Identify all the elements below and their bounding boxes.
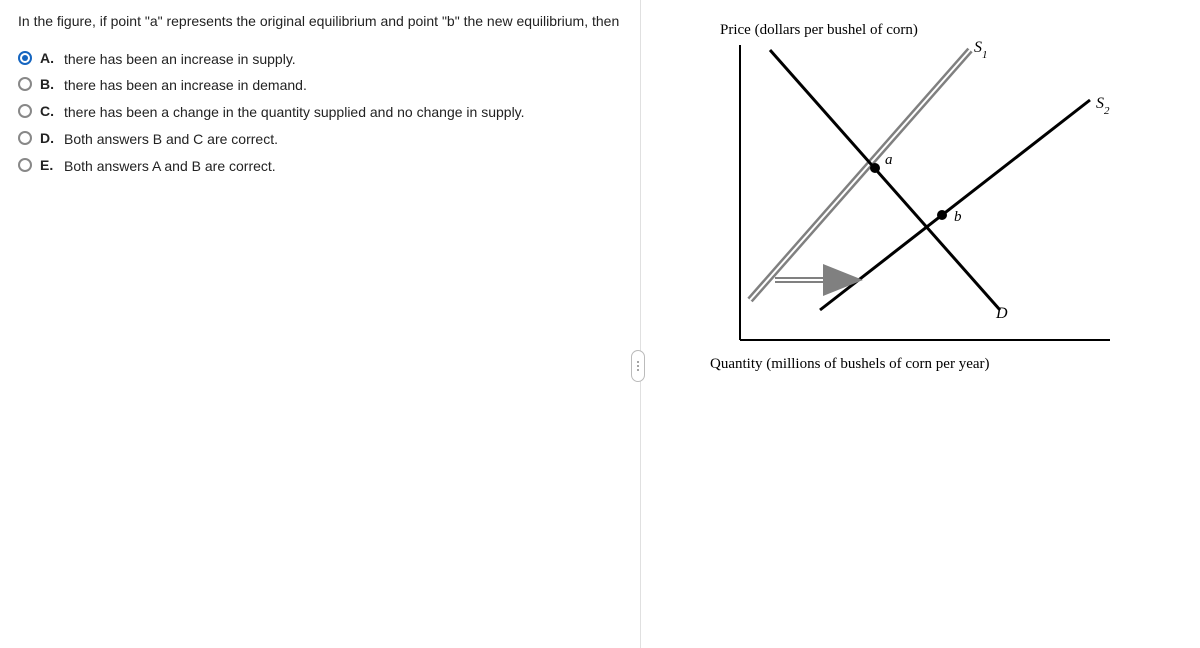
curve-s2: [820, 100, 1090, 310]
option-text: Both answers B and C are correct.: [64, 130, 622, 149]
x-axis-label: Quantity (millions of bushels of corn pe…: [710, 356, 990, 372]
answer-option[interactable]: B. there has been an increase in demand.: [18, 72, 622, 99]
option-text: there has been an increase in supply.: [64, 50, 622, 69]
radio-button[interactable]: [18, 77, 32, 91]
answer-option[interactable]: C. there has been a change in the quantit…: [18, 99, 622, 126]
answer-option[interactable]: D. Both answers B and C are correct.: [18, 126, 622, 153]
label-d: D: [995, 305, 1008, 322]
point-label-a: a: [885, 152, 893, 168]
option-letter: B.: [40, 76, 56, 92]
label-s2: S2: [1096, 95, 1110, 117]
radio-button[interactable]: [18, 131, 32, 145]
chart-svg: Price (dollars per bushel of corn) S1 S2 Da…: [680, 20, 1160, 390]
figure-panel: Price (dollars per bushel of corn) S1 S2 Da…: [640, 0, 1200, 648]
option-letter: E.: [40, 157, 56, 173]
question-panel: In the figure, if point "a" represents t…: [0, 0, 640, 648]
radio-button[interactable]: [18, 158, 32, 172]
option-text: Both answers A and B are correct.: [64, 157, 622, 176]
answer-option[interactable]: A. there has been an increase in supply.: [18, 46, 622, 73]
supply-demand-chart: Price (dollars per bushel of corn) S1 S2 Da…: [680, 20, 1160, 380]
panel-divider: [640, 0, 641, 648]
point-b: [937, 210, 947, 220]
option-letter: D.: [40, 130, 56, 146]
divider-handle[interactable]: [631, 350, 645, 382]
point-label-b: b: [954, 209, 962, 225]
radio-button[interactable]: [18, 51, 32, 65]
options-list: A. there has been an increase in supply. B…: [18, 46, 622, 180]
answer-option[interactable]: E. Both answers A and B are correct.: [18, 153, 622, 180]
option-text: there has been a change in the quantity …: [64, 103, 622, 122]
point-a: [870, 163, 880, 173]
option-letter: A.: [40, 50, 56, 66]
option-text: there has been an increase in demand.: [64, 76, 622, 95]
y-axis-label: Price (dollars per bushel of corn): [720, 22, 918, 38]
label-s1: S1: [974, 39, 988, 61]
radio-button[interactable]: [18, 104, 32, 118]
option-letter: C.: [40, 103, 56, 119]
question-prompt: In the figure, if point "a" represents t…: [18, 12, 622, 32]
curve-d: [770, 50, 1000, 310]
